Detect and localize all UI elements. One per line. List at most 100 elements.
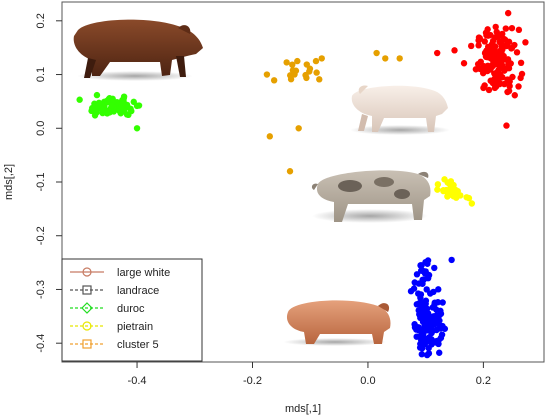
data-point — [488, 40, 496, 48]
pietrain-pig-illustration — [311, 170, 431, 223]
data-point — [93, 91, 101, 99]
data-point — [493, 83, 500, 90]
data-point — [474, 60, 482, 68]
data-point — [505, 65, 513, 72]
y-tick-label: -0.3 — [35, 280, 47, 299]
data-point — [506, 78, 513, 85]
x-tick-label: 0.2 — [476, 375, 491, 387]
data-point — [493, 70, 500, 77]
data-point — [502, 25, 510, 32]
data-point — [292, 67, 300, 74]
data-point — [434, 49, 441, 57]
y-tick-label: 0.2 — [35, 13, 47, 28]
legend-symbol — [82, 321, 92, 331]
data-point — [493, 28, 500, 36]
data-point — [436, 312, 443, 319]
data-point — [465, 194, 473, 202]
data-point — [270, 77, 278, 84]
legend-symbol — [82, 285, 92, 295]
y-tick-label: -0.1 — [35, 173, 47, 192]
data-point — [431, 299, 439, 306]
data-point — [515, 83, 522, 90]
data-point — [396, 55, 403, 62]
data-point — [518, 70, 526, 78]
data-point — [446, 190, 453, 197]
data-point — [373, 49, 380, 57]
data-point — [434, 181, 442, 188]
data-point — [286, 168, 294, 175]
data-point — [263, 71, 271, 78]
data-point — [421, 318, 428, 325]
data-point — [120, 105, 127, 112]
data-point — [492, 23, 499, 31]
legend-symbol — [82, 339, 92, 349]
data-point — [457, 192, 464, 199]
data-point — [422, 300, 429, 307]
data-point — [430, 288, 437, 296]
data-point — [316, 76, 323, 83]
legend-label: landrace — [117, 285, 159, 297]
legend-item: large white — [70, 267, 170, 279]
data-point — [441, 325, 449, 332]
data-point — [475, 37, 482, 44]
x-axis-label: mds[,1] — [285, 403, 321, 415]
legend-item: duroc — [70, 302, 145, 315]
data-point — [435, 320, 442, 328]
x-tick-label: 0.0 — [360, 375, 375, 387]
data-point — [120, 93, 128, 100]
data-point — [504, 9, 512, 17]
data-point — [283, 59, 290, 66]
legend-symbol — [81, 302, 93, 314]
data-point — [439, 299, 446, 306]
data-point — [484, 67, 491, 75]
data-point — [98, 106, 106, 114]
y-axis: -0.4 -0.3 -0.2 -0.1 0.0 0.1 0.2 — [35, 13, 62, 353]
data-point — [415, 280, 423, 287]
data-point — [119, 100, 126, 107]
data-point — [438, 331, 446, 338]
data-point — [103, 98, 111, 106]
data-point — [435, 286, 442, 293]
data-point — [313, 69, 320, 76]
data-point — [498, 42, 506, 50]
data-point — [448, 256, 455, 264]
legend-symbol — [82, 267, 92, 277]
data-point — [498, 57, 506, 65]
data-point — [503, 122, 510, 129]
data-point — [425, 350, 433, 357]
x-tick-label: -0.2 — [243, 375, 262, 387]
data-point — [425, 344, 432, 352]
data-point — [483, 47, 490, 54]
data-point — [128, 107, 135, 115]
data-point — [487, 77, 494, 84]
data-point — [424, 274, 432, 282]
data-point — [93, 104, 101, 112]
data-point — [484, 32, 492, 39]
legend: large white landrace duroc pietrain cluster … — [61, 258, 203, 362]
data-point — [318, 55, 325, 62]
data-point — [506, 82, 513, 90]
data-point — [295, 125, 302, 132]
data-point — [433, 326, 440, 334]
data-point — [415, 307, 422, 314]
data-point — [89, 104, 96, 112]
data-point — [430, 337, 437, 345]
data-point — [511, 92, 518, 99]
data-point — [416, 344, 424, 351]
data-point — [417, 262, 424, 269]
data-point — [417, 314, 424, 322]
data-point — [460, 60, 468, 67]
data-point — [108, 102, 115, 109]
legend-item: pietrain — [70, 321, 153, 333]
data-point — [440, 187, 447, 195]
data-point — [513, 49, 521, 56]
data-point — [515, 26, 523, 34]
data-point — [424, 257, 432, 264]
x-axis: -0.4 -0.2 0.0 0.2 — [128, 362, 491, 387]
x-tick-label: -0.4 — [128, 375, 147, 387]
data-point — [306, 68, 313, 75]
data-point — [413, 301, 421, 308]
data-point — [103, 108, 111, 115]
data-point — [415, 290, 422, 297]
